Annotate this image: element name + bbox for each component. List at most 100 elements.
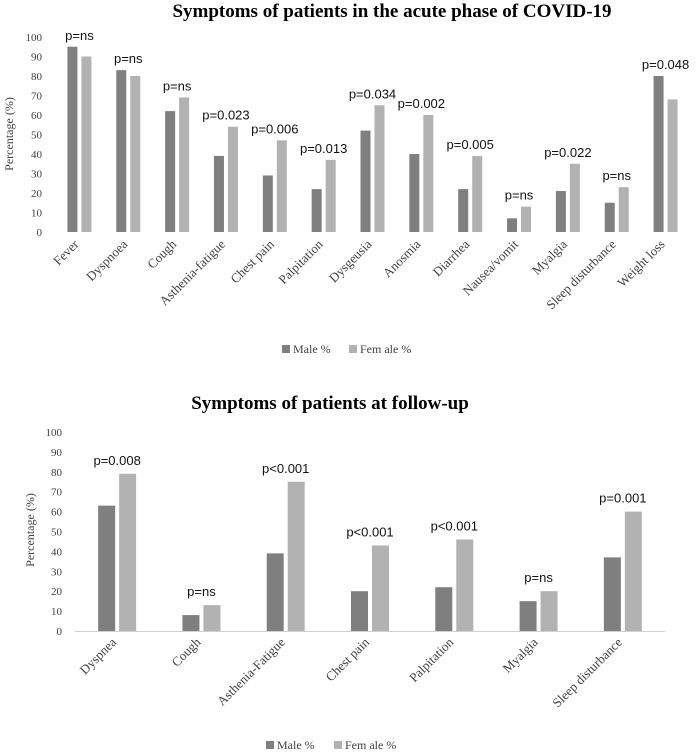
y-tick-label: 100	[46, 427, 63, 439]
bar-female	[203, 605, 221, 631]
y-tick-label: 50	[51, 527, 63, 539]
bar-female	[618, 187, 629, 232]
p-value-label: p=0.022	[544, 145, 591, 160]
bar-female	[667, 99, 678, 233]
category-label: Chest pain	[322, 634, 372, 684]
bar-female	[130, 76, 141, 232]
p-value-label: p=0.006	[251, 121, 298, 136]
bar-male	[311, 189, 322, 232]
bar-male	[519, 601, 537, 631]
bar-female	[472, 155, 483, 232]
category-label: Palpitation	[275, 236, 326, 287]
bar-male	[213, 155, 224, 232]
legend-swatch-female	[349, 345, 357, 353]
bar-male	[116, 70, 127, 233]
p-value-label: p=ns	[65, 28, 94, 43]
y-tick-label: 100	[26, 32, 43, 44]
category-label: Dysgeusia	[326, 236, 375, 285]
bar-female	[540, 591, 558, 631]
bar-male	[604, 202, 615, 232]
chart-title: Symptoms of patients at follow-up	[191, 393, 469, 414]
y-tick-label: 0	[57, 626, 63, 638]
bar-male	[98, 505, 116, 631]
category-label: Dyspnea	[76, 634, 119, 677]
legend-label-male: Male %	[293, 342, 331, 356]
legend-label-male: Male %	[277, 738, 315, 752]
p-value-annotations: p=0.008 p=ns p<0.001 p<0.001 p<0.001 p=ns p=0.…	[93, 453, 646, 599]
bar-female	[325, 159, 336, 232]
chart-title: Symptoms of patients in the acute phase …	[172, 1, 611, 22]
bar-male	[435, 587, 453, 631]
y-tick-label: 90	[51, 447, 63, 459]
y-tick-label: 80	[51, 467, 63, 479]
bar-male	[507, 218, 518, 232]
bar-female	[624, 511, 642, 631]
p-value-label: p=0.034	[349, 86, 396, 101]
category-label: Palpitation	[406, 634, 457, 685]
y-tick-label: 50	[31, 130, 43, 142]
p-value-label: p=ns	[114, 51, 143, 66]
category-label: Myalgia	[499, 634, 540, 675]
p-value-label: p<0.001	[262, 461, 309, 476]
p-value-label: p=0.001	[599, 491, 646, 506]
y-tick-label: 60	[51, 507, 63, 519]
bar-male	[603, 557, 621, 631]
bar-female	[119, 473, 137, 631]
category-label: Dyspnoea	[83, 236, 131, 284]
p-value-label: p=ns	[163, 78, 192, 93]
category-label: Fever	[50, 236, 82, 268]
bar-female	[372, 545, 389, 631]
y-tick-label: 0	[37, 227, 43, 239]
p-value-label: p=0.013	[300, 141, 347, 156]
category-label: Myalgia	[529, 236, 570, 277]
legend: Male % Fem ale %	[282, 342, 411, 356]
y-tick-label: 80	[31, 71, 43, 83]
bars	[98, 473, 642, 631]
p-value-label: p=ns	[524, 570, 553, 585]
bar-male	[458, 189, 469, 232]
legend-label-female: Fem ale %	[345, 738, 396, 752]
bars	[67, 46, 678, 233]
y-axis-label: Percentage (%)	[23, 493, 37, 567]
p-value-label: p=ns	[505, 188, 534, 203]
bar-female	[423, 115, 434, 232]
bar-female	[287, 481, 305, 631]
p-value-label: p<0.001	[346, 524, 393, 539]
category-label: Asthenia-Fatigue	[214, 634, 288, 708]
p-value-label: p=0.023	[202, 108, 249, 123]
category-label: Cough	[144, 236, 179, 271]
y-tick-label: 20	[31, 188, 43, 200]
bar-female	[227, 126, 238, 232]
bar-male	[67, 46, 78, 232]
legend: Male % Fem ale %	[266, 738, 396, 752]
y-tick-label: 60	[31, 110, 43, 122]
y-tick-labels: 0 10 20 30 40 50 60 70 80 90 100	[26, 32, 43, 239]
category-label: Weight loss	[614, 237, 668, 291]
y-tick-label: 70	[31, 91, 43, 103]
p-value-label: p=0.005	[447, 137, 494, 152]
category-label: Anosmia	[380, 236, 424, 280]
legend-swatch-male	[266, 741, 274, 749]
y-tick-label: 40	[31, 149, 43, 161]
y-axis-label: Percentage (%)	[2, 97, 16, 171]
category-label: Sleep disturbance	[549, 634, 625, 710]
bar-male	[266, 553, 284, 631]
bar-male	[351, 591, 368, 631]
bar-female	[374, 105, 385, 232]
bar-male	[409, 154, 420, 232]
y-tick-label: 70	[51, 487, 63, 499]
category-labels: Dyspnea Cough Asthenia-Fatigue Chest pain Pa…	[76, 634, 625, 710]
y-tick-label: 20	[51, 586, 63, 598]
bar-female	[521, 206, 532, 232]
acute-phase-chart: Symptoms of patients in the acute phase …	[2, 1, 689, 356]
legend-swatch-female	[334, 741, 342, 749]
p-value-label: p=0.048	[642, 57, 689, 72]
y-tick-label: 90	[31, 52, 43, 64]
bar-male	[182, 615, 200, 631]
y-tick-label: 30	[51, 566, 63, 578]
bar-male	[262, 175, 273, 232]
y-tick-labels: 0 10 20 30 40 50 60 70 80 90 100	[46, 427, 63, 638]
